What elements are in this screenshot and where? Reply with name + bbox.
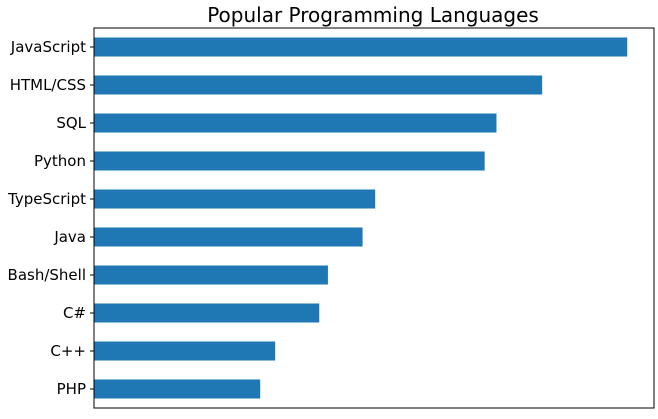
bar-javascript — [94, 37, 628, 57]
category-label-javascript: JavaScript — [10, 38, 86, 56]
bar-sql — [94, 113, 497, 133]
bar-java — [94, 227, 363, 247]
category-label-php: PHP — [57, 380, 86, 398]
bar-c — [94, 303, 320, 323]
bar-typescript — [94, 189, 376, 209]
bar-php — [94, 379, 261, 399]
category-labels: JavaScript HTML/CSS SQL Python TypeScript Jav… — [7, 38, 94, 398]
bar-c — [94, 341, 276, 361]
bar-html-css — [94, 75, 543, 95]
bar-python — [94, 151, 485, 171]
bar-bash-shell — [94, 265, 328, 285]
chart-title: Popular Programming Languages — [207, 3, 539, 27]
category-label-sql: SQL — [56, 114, 86, 132]
category-label-html-css: HTML/CSS — [10, 76, 86, 94]
category-label-java: Java — [53, 228, 86, 246]
bars-group — [94, 37, 628, 399]
category-label-typescript: TypeScript — [7, 190, 86, 208]
plot-area-frame — [93, 27, 655, 409]
category-label-c: C++ — [50, 342, 86, 360]
category-label-c: C# — [63, 304, 86, 322]
category-label-python: Python — [34, 152, 86, 170]
category-label-bash-shell: Bash/Shell — [8, 266, 86, 284]
